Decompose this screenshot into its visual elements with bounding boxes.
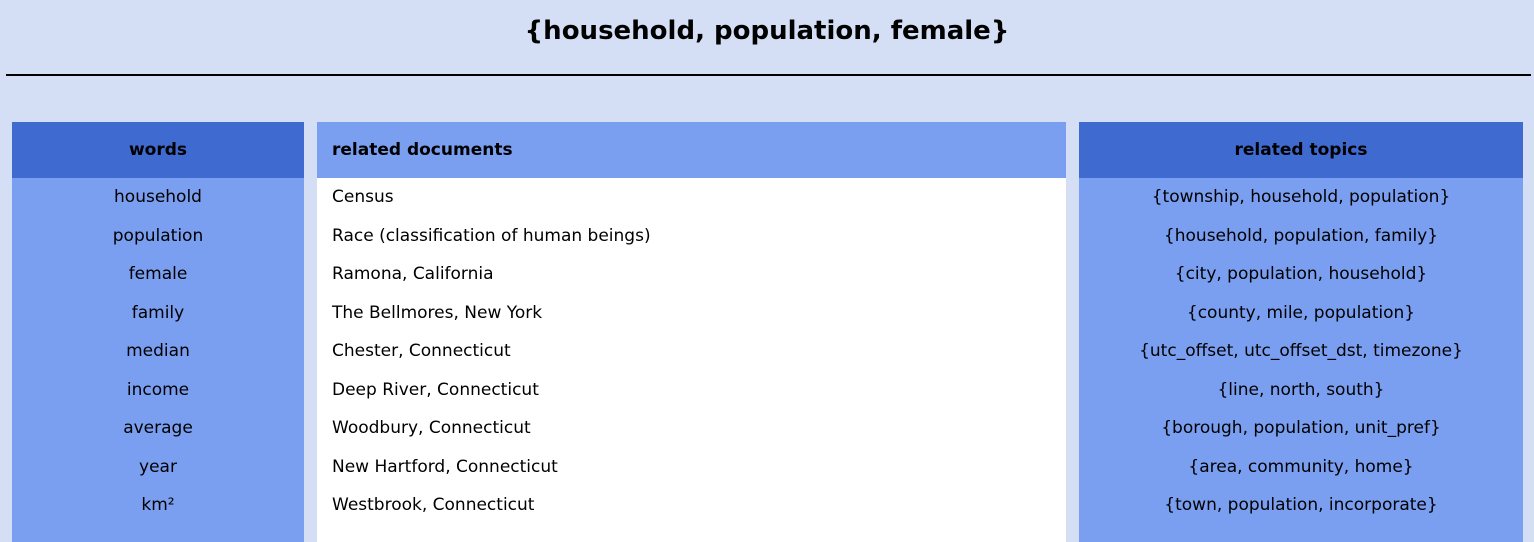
word-item: population [112,225,204,246]
topic-item[interactable]: {township, household, population} [1151,187,1451,207]
word-item: average [123,418,193,438]
word-item: household [114,187,202,207]
topic-item[interactable]: {borough, population, unit_pref} [1161,418,1441,438]
word-item: family [131,302,185,323]
document-link[interactable]: Census [332,187,394,207]
document-item[interactable]: New Hartford, Connecticut [317,448,1066,487]
document-item[interactable]: The Bellmores, New York [317,294,1066,333]
topic-item[interactable]: {household, population, family} [1163,225,1439,246]
word-item: income [126,379,190,400]
document-item[interactable]: Ramona, California [317,255,1066,294]
word-item: year [139,456,177,477]
documents-list: Census Race (classification of human bei… [317,178,1066,525]
word-item: median [126,341,190,361]
document-link[interactable]: Westbrook, Connecticut [332,495,535,515]
document-item[interactable]: Race (classification of human beings) [317,217,1066,256]
document-link[interactable]: The Bellmores, New York [332,302,543,323]
page-title: {household, population, female} [524,16,1010,46]
document-link[interactable]: Ramona, California [332,264,494,284]
document-item[interactable]: Chester, Connecticut [317,332,1066,371]
topics-panel: related topics {township, household, pop… [1079,122,1523,542]
title-divider [6,74,1531,76]
document-item[interactable]: Westbrook, Connecticut [317,486,1066,525]
topic-item[interactable]: {area, community, home} [1188,456,1414,477]
topic-item[interactable]: {city, population, household} [1174,264,1428,284]
words-list: household population female family media… [12,178,304,525]
document-link[interactable]: Chester, Connecticut [332,341,511,361]
topic-item[interactable]: {utc_offset, utc_offset_dst, timezone} [1139,341,1463,361]
word-item: km² [141,495,175,515]
documents-panel: related documents Census Race (classific… [317,122,1066,542]
document-link[interactable]: Woodbury, Connecticut [332,418,531,438]
documents-header: related documents [317,122,1066,178]
document-link[interactable]: New Hartford, Connecticut [332,456,558,477]
topics-list: {township, household, population} {house… [1079,178,1523,525]
document-item[interactable]: Woodbury, Connecticut [317,409,1066,448]
topic-item[interactable]: {town, population, incorporate} [1164,495,1438,515]
document-item[interactable]: Census [317,178,1066,217]
document-link[interactable]: Deep River, Connecticut [332,379,539,400]
topic-item[interactable]: {county, mile, population} [1186,302,1416,323]
word-item: female [128,264,188,284]
topic-item[interactable]: {line, north, south} [1217,379,1385,400]
words-header: words [12,122,304,178]
document-item[interactable]: Deep River, Connecticut [317,371,1066,410]
words-panel: words household population female family… [12,122,304,542]
document-link[interactable]: Race (classification of human beings) [332,225,651,246]
topics-header: related topics [1079,122,1523,178]
